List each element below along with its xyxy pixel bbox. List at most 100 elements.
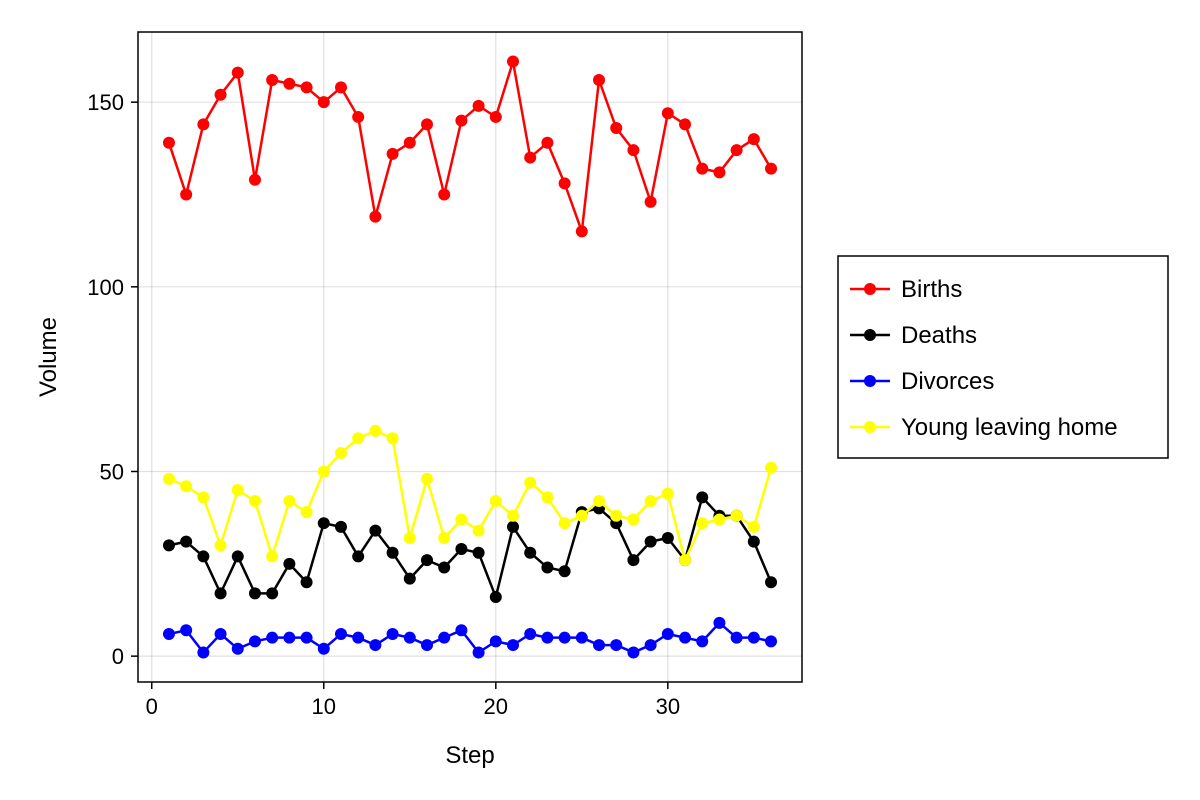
y-tick-label: 0	[112, 644, 124, 669]
legend-label: Young leaving home	[901, 414, 1118, 441]
series-layer	[162, 55, 778, 659]
legend-item-young-leaving-home: Young leaving home	[850, 414, 1118, 441]
x-tick-label: 0	[146, 694, 158, 719]
data-point-divorces	[352, 631, 365, 644]
data-point-divorces	[266, 631, 279, 644]
data-point-young-leaving-home	[420, 472, 433, 485]
data-point-deaths	[248, 587, 261, 600]
data-point-births	[403, 136, 416, 149]
data-point-births	[455, 114, 468, 127]
legend-item-deaths: Deaths	[850, 322, 977, 349]
data-point-young-leaving-home	[162, 472, 175, 485]
data-point-births	[610, 122, 623, 135]
legend-swatch-marker	[864, 329, 876, 341]
data-point-young-leaving-home	[283, 495, 296, 508]
data-point-divorces	[283, 631, 296, 644]
data-point-young-leaving-home	[627, 513, 640, 526]
data-point-young-leaving-home	[558, 517, 571, 530]
data-point-births	[730, 144, 743, 157]
data-point-births	[334, 81, 347, 94]
data-point-young-leaving-home	[575, 509, 588, 522]
data-point-young-leaving-home	[661, 487, 674, 500]
data-point-divorces	[369, 639, 382, 652]
data-point-births	[420, 118, 433, 131]
data-point-divorces	[472, 646, 485, 659]
data-point-divorces	[334, 627, 347, 640]
data-point-births	[180, 188, 193, 201]
legend-item-births: Births	[850, 276, 962, 303]
axis-ticks: 0 10 20 30 0 50 100 150	[87, 90, 680, 719]
data-point-births	[214, 88, 227, 101]
data-point-young-leaving-home	[696, 517, 709, 530]
data-point-deaths	[352, 550, 365, 563]
data-point-deaths	[644, 535, 657, 548]
data-point-births	[438, 188, 451, 201]
data-point-young-leaving-home	[334, 447, 347, 460]
data-point-deaths	[266, 587, 279, 600]
data-point-deaths	[558, 565, 571, 578]
series-young-leaving-home	[162, 424, 778, 567]
data-point-deaths	[180, 535, 193, 548]
data-point-divorces	[300, 631, 313, 644]
data-point-divorces	[558, 631, 571, 644]
data-point-young-leaving-home	[231, 483, 244, 496]
data-point-births	[248, 173, 261, 186]
data-point-divorces	[627, 646, 640, 659]
data-point-births	[558, 177, 571, 190]
data-point-young-leaving-home	[300, 506, 313, 519]
legend-swatch-marker	[864, 421, 876, 433]
data-point-young-leaving-home	[455, 513, 468, 526]
data-point-young-leaving-home	[472, 524, 485, 537]
series-line-young-leaving-home	[168, 429, 773, 562]
data-point-young-leaving-home	[352, 432, 365, 445]
data-point-young-leaving-home	[403, 531, 416, 544]
series-divorces	[162, 616, 778, 659]
legend-label: Births	[901, 276, 962, 303]
data-point-deaths	[403, 572, 416, 585]
data-point-births	[317, 96, 330, 109]
data-point-young-leaving-home	[248, 495, 261, 508]
data-point-births	[300, 81, 313, 94]
x-tick-label: 30	[656, 694, 680, 719]
data-point-divorces	[713, 616, 726, 629]
data-point-births	[713, 166, 726, 179]
y-tick-label: 100	[87, 275, 124, 300]
data-point-deaths	[317, 517, 330, 530]
series-births	[162, 55, 778, 238]
data-point-births	[369, 210, 382, 223]
data-point-births	[162, 136, 175, 149]
data-point-divorces	[214, 627, 227, 640]
data-point-divorces	[231, 642, 244, 655]
data-point-divorces	[730, 631, 743, 644]
data-point-deaths	[489, 591, 502, 604]
data-point-deaths	[661, 531, 674, 544]
data-point-births	[283, 77, 296, 90]
data-point-births	[352, 110, 365, 123]
data-point-births	[266, 74, 279, 87]
data-point-births	[644, 195, 657, 208]
data-point-divorces	[489, 635, 502, 648]
data-point-young-leaving-home	[438, 531, 451, 544]
data-point-births	[472, 99, 485, 112]
data-point-deaths	[524, 546, 537, 559]
data-point-deaths	[231, 550, 244, 563]
data-point-divorces	[661, 627, 674, 640]
data-point-births	[765, 162, 778, 175]
data-point-young-leaving-home	[197, 491, 210, 504]
data-point-divorces	[644, 639, 657, 652]
data-point-young-leaving-home	[180, 480, 193, 493]
data-point-young-leaving-home	[593, 495, 606, 508]
data-point-divorces	[575, 631, 588, 644]
data-point-young-leaving-home	[266, 550, 279, 563]
data-point-divorces	[679, 631, 692, 644]
data-point-divorces	[248, 635, 261, 648]
data-point-births	[696, 162, 709, 175]
data-point-deaths	[369, 524, 382, 537]
data-point-deaths	[747, 535, 760, 548]
data-point-births	[541, 136, 554, 149]
data-point-births	[524, 151, 537, 164]
legend-label: Divorces	[901, 368, 994, 395]
data-point-births	[679, 118, 692, 131]
data-point-divorces	[317, 642, 330, 655]
